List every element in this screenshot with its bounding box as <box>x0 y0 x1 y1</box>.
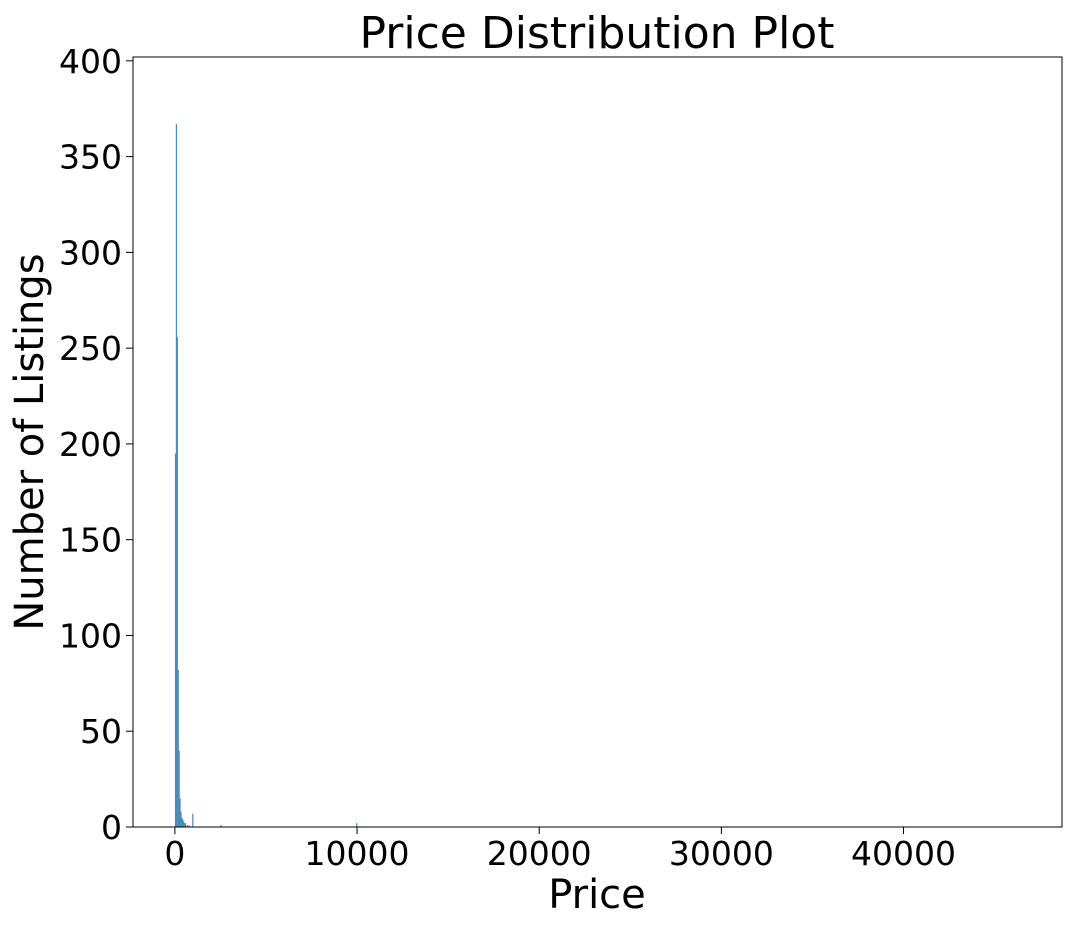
histogram-bar <box>176 336 178 827</box>
x-tick-label: 40000 <box>851 834 956 873</box>
x-tick-label: 0 <box>164 834 185 873</box>
x-tick-label: 10000 <box>305 834 410 873</box>
y-axis-label: Number of Listings <box>7 253 53 630</box>
y-axis-ticks: 0 50 100 150 200 250 300 350 400 <box>59 42 133 847</box>
histogram-bars <box>174 124 358 828</box>
chart-title: Price Distribution Plot <box>360 8 835 59</box>
histogram-bar <box>182 819 184 827</box>
histogram-bar <box>183 821 185 827</box>
histogram-bar <box>180 811 182 827</box>
histogram-bar <box>192 813 194 827</box>
x-axis-label: Price <box>548 872 646 918</box>
histogram-bar <box>186 825 188 827</box>
y-tick-label: 250 <box>59 329 122 368</box>
histogram-bar <box>356 823 358 827</box>
histogram-bar <box>174 453 177 827</box>
x-tick-label: 20000 <box>487 834 592 873</box>
y-tick-label: 0 <box>101 808 122 847</box>
y-tick-label: 300 <box>59 233 122 272</box>
histogram-bar <box>175 124 178 828</box>
histogram-bar <box>184 823 187 827</box>
histogram-bar <box>178 750 180 827</box>
histogram-bar <box>188 825 190 827</box>
y-tick-label: 350 <box>59 138 122 177</box>
x-tick-label: 30000 <box>669 834 774 873</box>
y-tick-label: 100 <box>59 616 122 655</box>
histogram-bar <box>220 825 222 827</box>
x-axis-ticks: 0 10000 20000 30000 40000 <box>164 827 956 873</box>
y-tick-label: 50 <box>80 712 122 751</box>
histogram-bar <box>179 798 181 827</box>
histogram-bar <box>181 817 183 827</box>
histogram-bar <box>184 823 186 827</box>
plot-frame <box>132 56 1063 828</box>
histogram-bar <box>177 669 179 827</box>
y-tick-label: 400 <box>59 42 122 81</box>
y-tick-label: 200 <box>59 425 122 464</box>
y-tick-label: 150 <box>59 521 122 560</box>
